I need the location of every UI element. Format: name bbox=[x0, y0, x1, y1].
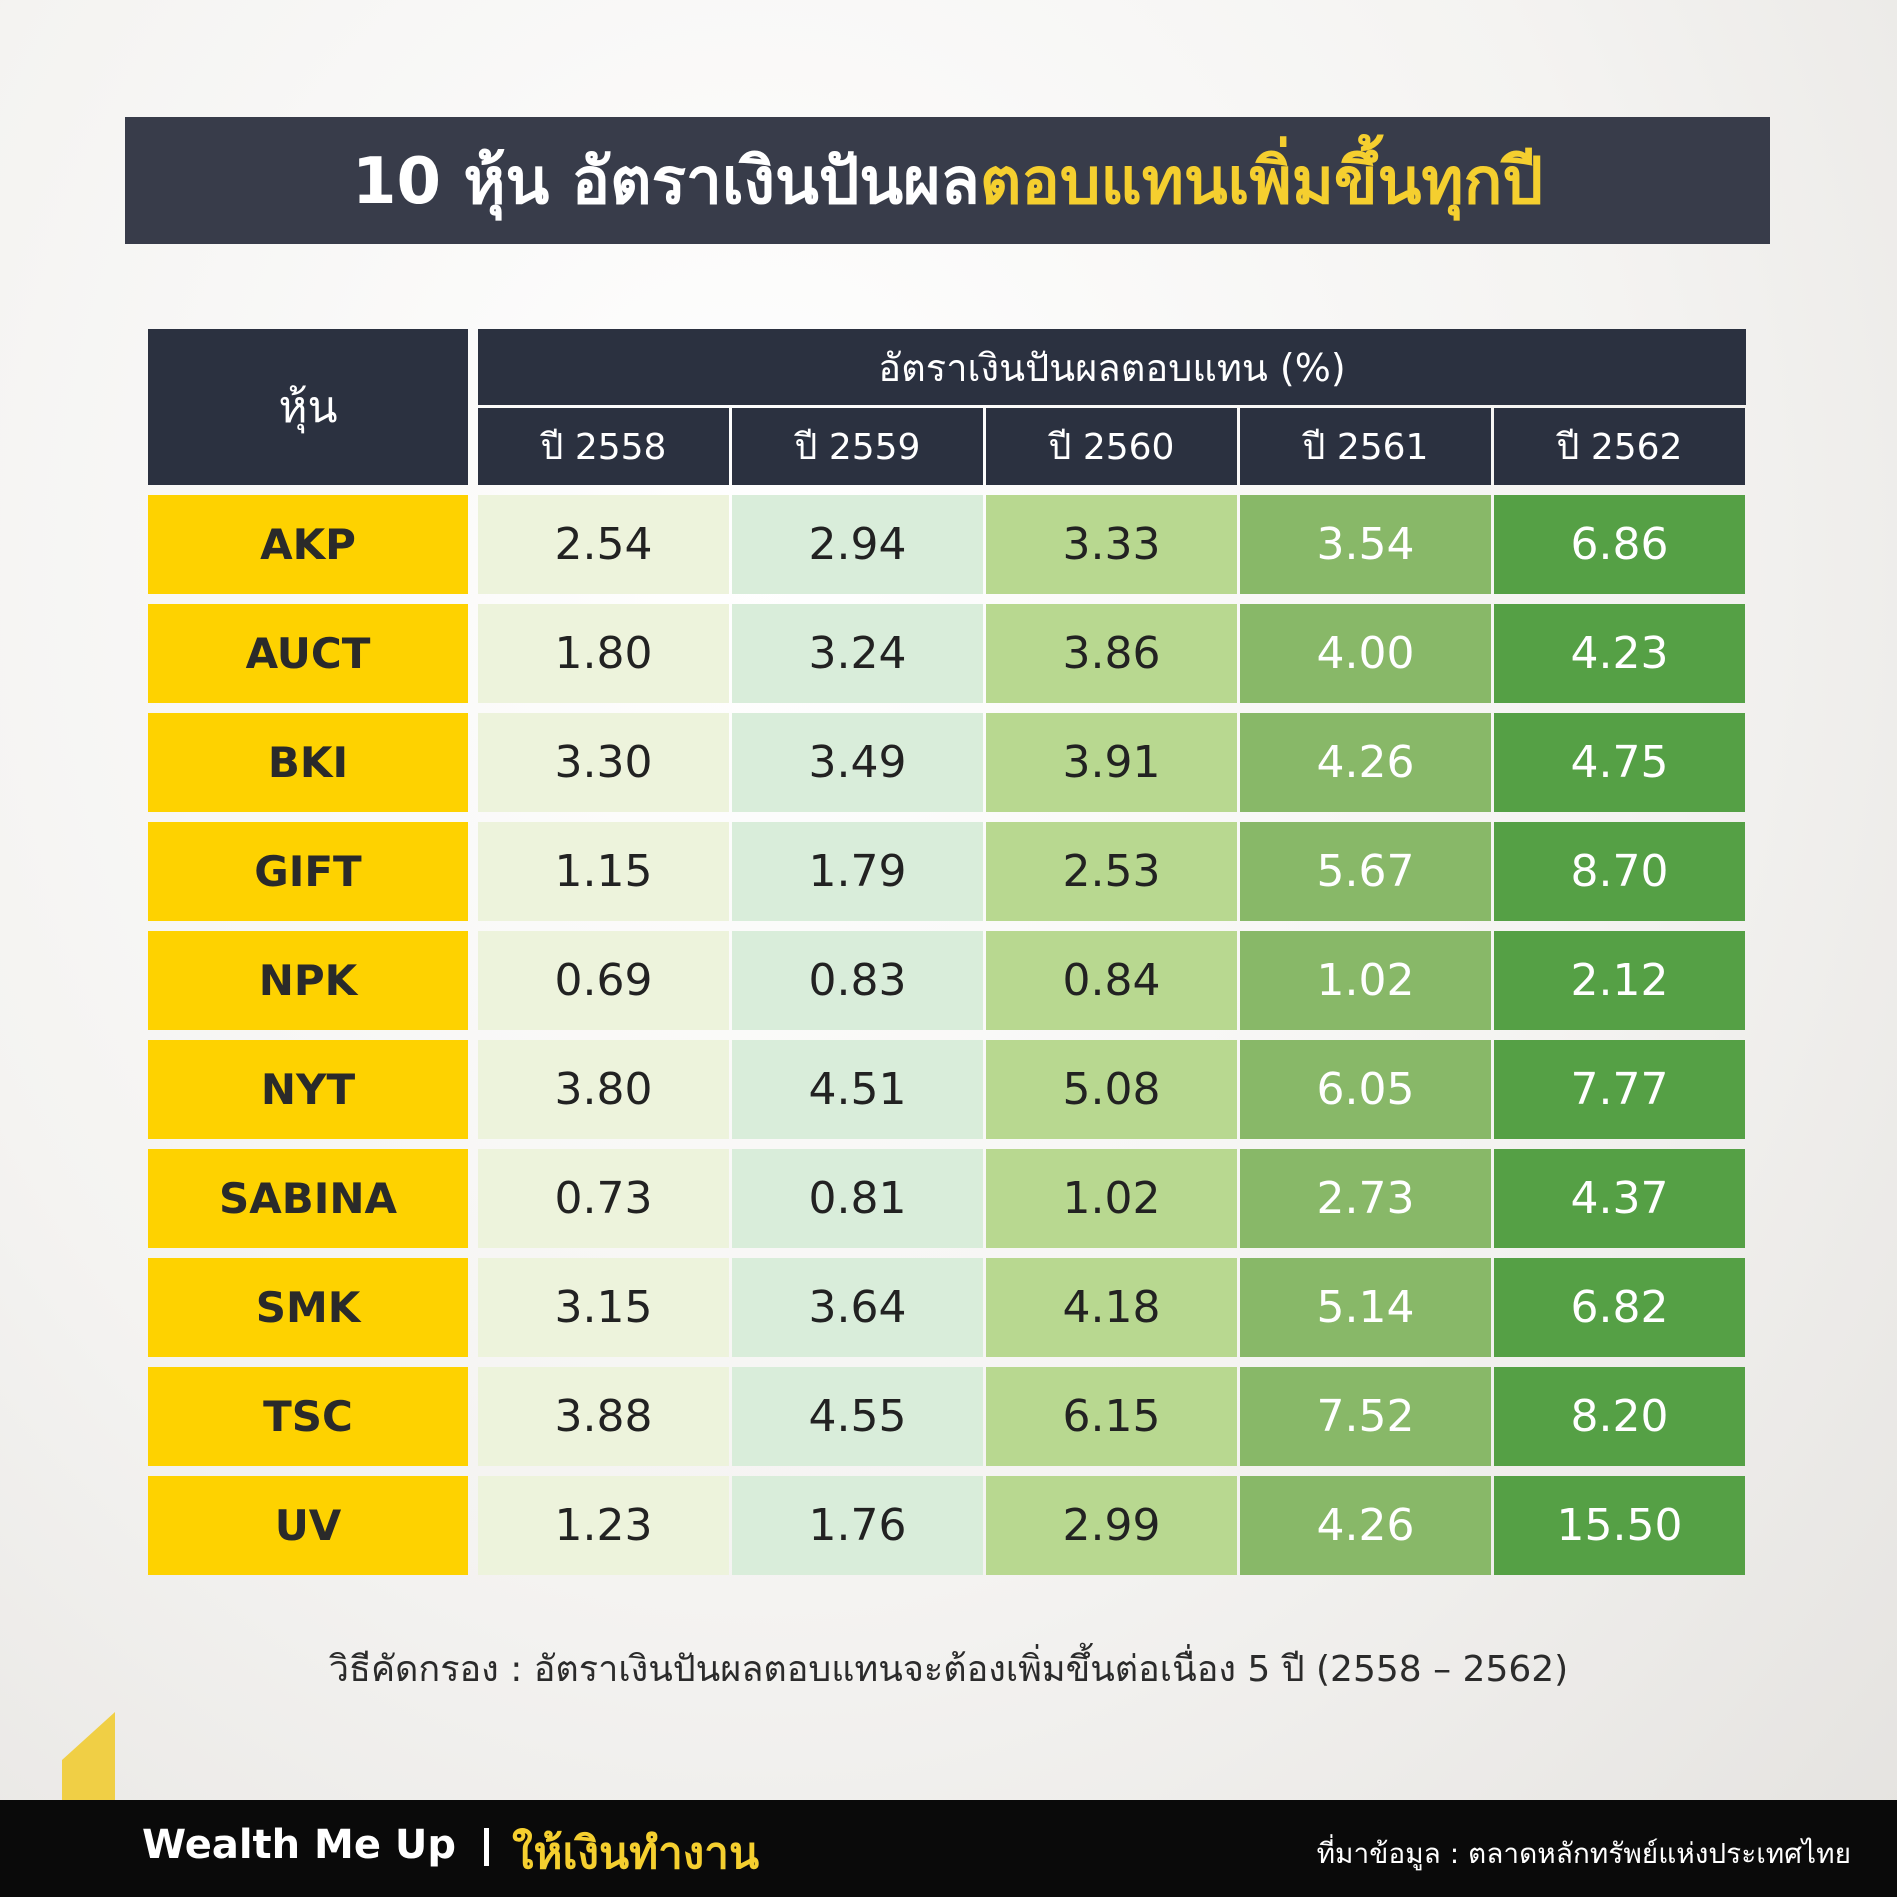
dividend-value: 4.26 bbox=[1240, 713, 1491, 812]
stock-name: SABINA bbox=[148, 1149, 468, 1248]
dividend-value: 2.94 bbox=[732, 495, 983, 594]
source: ที่มาข้อมูล : ตลาดหลักทรัพย์แห่งประเทศไท… bbox=[1316, 1837, 1851, 1870]
dividend-value: 2.53 bbox=[986, 822, 1237, 921]
dividend-value: 0.81 bbox=[732, 1149, 983, 1248]
dividend-value: 1.02 bbox=[986, 1149, 1237, 1248]
title-bar: 10 หุ้น อัตราเงินปันผล ตอบแทนเพิ่มขึ้นทุก… bbox=[125, 117, 1770, 244]
dividend-value: 5.08 bbox=[986, 1040, 1237, 1139]
dividend-value: 4.26 bbox=[1240, 1476, 1491, 1575]
dividend-value: 4.00 bbox=[1240, 604, 1491, 703]
dividend-value: 3.33 bbox=[986, 495, 1237, 594]
dividend-value: 1.23 bbox=[478, 1476, 729, 1575]
dividend-value: 1.80 bbox=[478, 604, 729, 703]
dividend-value: 3.24 bbox=[732, 604, 983, 703]
stock-name: UV bbox=[148, 1476, 468, 1575]
dividend-value: 1.76 bbox=[732, 1476, 983, 1575]
dividend-value: 3.30 bbox=[478, 713, 729, 812]
dividend-value: 4.18 bbox=[986, 1258, 1237, 1357]
dividend-value: 4.37 bbox=[1494, 1149, 1745, 1248]
note: วิธีคัดกรอง : อัตราเงินปันผลตอบแทนจะต้อง… bbox=[328, 1649, 1569, 1690]
stock-name: SMK bbox=[148, 1258, 468, 1357]
stock-name: BKI bbox=[148, 713, 468, 812]
dividend-value: 3.64 bbox=[732, 1258, 983, 1357]
dividend-value: 6.82 bbox=[1494, 1258, 1745, 1357]
dividend-value: 8.70 bbox=[1494, 822, 1745, 921]
group-header: อัตราเงินปันผลตอบแทน (%) bbox=[478, 329, 1746, 405]
tagline: ให้เงินทำงาน bbox=[512, 1828, 760, 1879]
stock-name: AKP bbox=[148, 495, 468, 594]
column-header: ปี 2562 bbox=[1494, 408, 1745, 485]
dividend-value: 4.51 bbox=[732, 1040, 983, 1139]
column-header: ปี 2560 bbox=[986, 408, 1237, 485]
column-header: ปี 2561 bbox=[1240, 408, 1491, 485]
dividend-value: 1.02 bbox=[1240, 931, 1491, 1030]
dividend-value: 6.86 bbox=[1494, 495, 1745, 594]
stock-header: หุ้น bbox=[148, 329, 468, 485]
title-main: 10 หุ้น อัตราเงินปันผล bbox=[352, 144, 980, 219]
dividend-value: 15.50 bbox=[1494, 1476, 1745, 1575]
stock-name: NYT bbox=[148, 1040, 468, 1139]
stock-name: TSC bbox=[148, 1367, 468, 1466]
dividend-value: 7.77 bbox=[1494, 1040, 1745, 1139]
dividend-value: 6.05 bbox=[1240, 1040, 1491, 1139]
dividend-value: 5.67 bbox=[1240, 822, 1491, 921]
dividend-value: 0.73 bbox=[478, 1149, 729, 1248]
dividend-value: 6.15 bbox=[986, 1367, 1237, 1466]
stock-name: NPK bbox=[148, 931, 468, 1030]
dividend-value: 3.86 bbox=[986, 604, 1237, 703]
dividend-value: 3.80 bbox=[478, 1040, 729, 1139]
dividend-value: 0.84 bbox=[986, 931, 1237, 1030]
dividend-value: 2.99 bbox=[986, 1476, 1237, 1575]
dividend-value: 5.14 bbox=[1240, 1258, 1491, 1357]
dividend-value: 3.54 bbox=[1240, 495, 1491, 594]
dividend-value: 1.15 bbox=[478, 822, 729, 921]
column-header: ปี 2558 bbox=[478, 408, 729, 485]
dividend-value: 3.88 bbox=[478, 1367, 729, 1466]
column-header: ปี 2559 bbox=[732, 408, 983, 485]
dividend-value: 0.69 bbox=[478, 931, 729, 1030]
dividend-value: 1.79 bbox=[732, 822, 983, 921]
dividend-value: 3.91 bbox=[986, 713, 1237, 812]
dividend-value: 2.73 bbox=[1240, 1149, 1491, 1248]
footer bbox=[0, 1800, 1897, 1897]
dividend-value: 2.54 bbox=[478, 495, 729, 594]
stock-name: AUCT bbox=[148, 604, 468, 703]
dividend-value: 3.15 bbox=[478, 1258, 729, 1357]
dividend-value: 2.12 bbox=[1494, 931, 1745, 1030]
dividend-value: 8.20 bbox=[1494, 1367, 1745, 1466]
dividend-value: 7.52 bbox=[1240, 1367, 1491, 1466]
dividend-value: 3.49 bbox=[732, 713, 983, 812]
brand: Wealth Me Up bbox=[142, 1822, 457, 1868]
dividend-value: 4.55 bbox=[732, 1367, 983, 1466]
dividend-value: 0.83 bbox=[732, 931, 983, 1030]
dividend-value: 4.75 bbox=[1494, 713, 1745, 812]
separator bbox=[484, 1828, 489, 1866]
title-highlight: ตอบแทนเพิ่มขึ้นทุกปี bbox=[979, 144, 1543, 219]
dividend-value: 4.23 bbox=[1494, 604, 1745, 703]
stock-name: GIFT bbox=[148, 822, 468, 921]
